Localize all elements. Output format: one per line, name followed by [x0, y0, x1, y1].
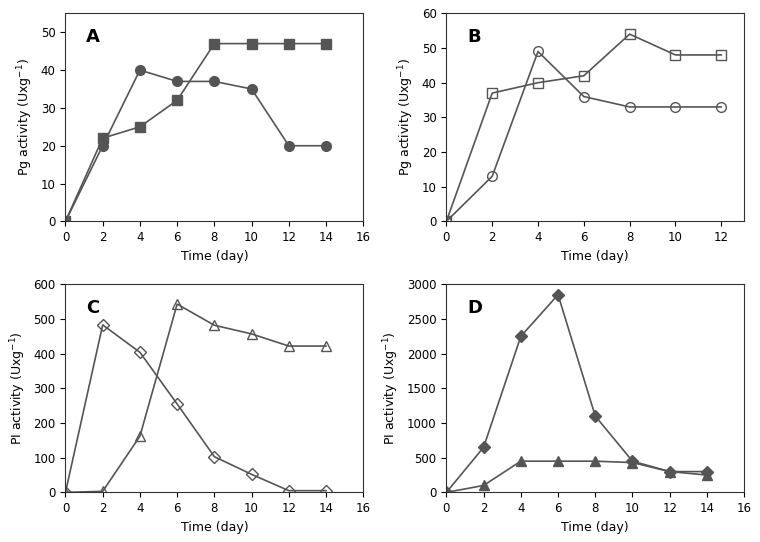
- X-axis label: Time (day): Time (day): [181, 250, 249, 263]
- X-axis label: Time (day): Time (day): [562, 250, 629, 263]
- Text: C: C: [87, 299, 100, 317]
- Y-axis label: PI activity (Uxg$^{-1}$): PI activity (Uxg$^{-1}$): [382, 332, 401, 446]
- Text: D: D: [467, 299, 482, 317]
- X-axis label: Time (day): Time (day): [562, 521, 629, 534]
- Y-axis label: Pg activity (Uxg$^{-1}$): Pg activity (Uxg$^{-1}$): [16, 59, 35, 176]
- Text: A: A: [87, 28, 100, 46]
- Y-axis label: PI activity (Uxg$^{-1}$): PI activity (Uxg$^{-1}$): [8, 332, 28, 446]
- Y-axis label: Pg activity (Uxg$^{-1}$): Pg activity (Uxg$^{-1}$): [397, 59, 416, 176]
- Text: B: B: [467, 28, 481, 46]
- X-axis label: Time (day): Time (day): [181, 521, 249, 534]
